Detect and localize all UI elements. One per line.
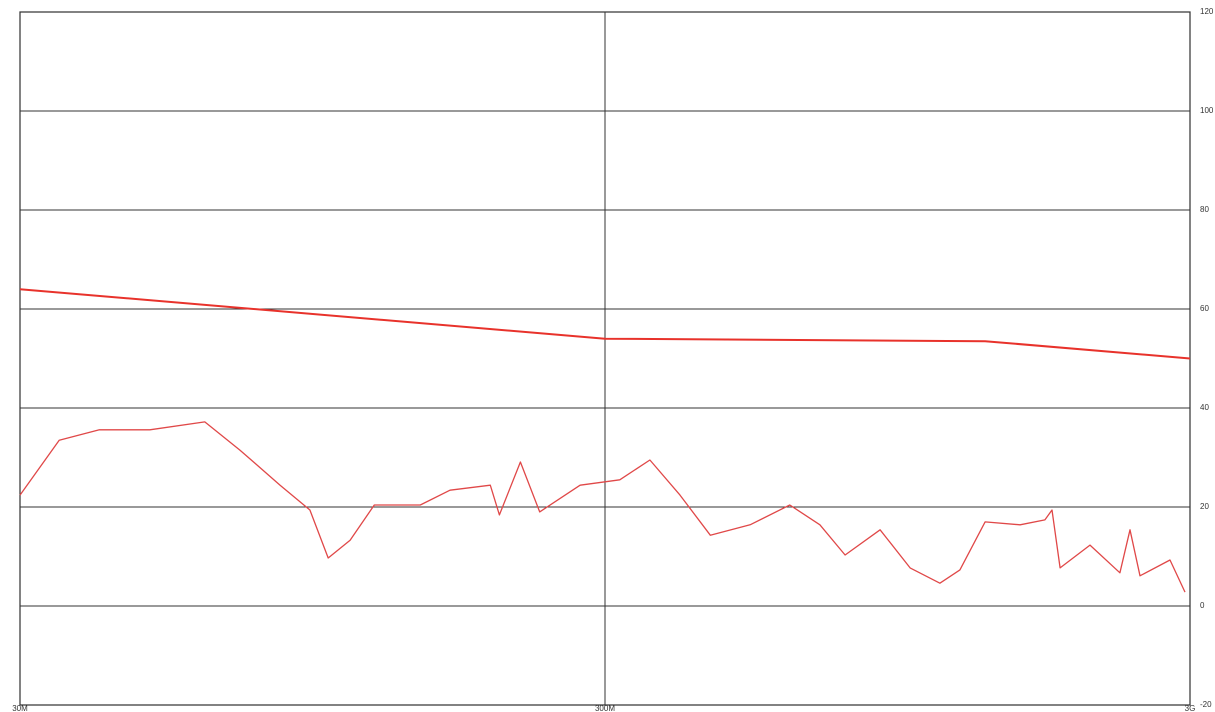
y-tick-label: 80: [1200, 205, 1209, 214]
series-line: [19, 288, 1191, 360]
y-tick-label: 60: [1200, 304, 1209, 313]
x-tick-label: 30M: [12, 704, 28, 712]
y-tick-label: 120: [1200, 7, 1214, 16]
y-tick-label: 100: [1200, 106, 1214, 115]
y-tick-label: 0: [1200, 601, 1205, 610]
series-line: [19, 421, 1186, 593]
y-tick-label: -20: [1200, 700, 1212, 709]
x-tick-label: 300M: [595, 704, 615, 712]
x-tick-label: 3G: [1185, 704, 1196, 712]
y-tick-label: 40: [1200, 403, 1209, 412]
y-tick-label: 20: [1200, 502, 1209, 511]
